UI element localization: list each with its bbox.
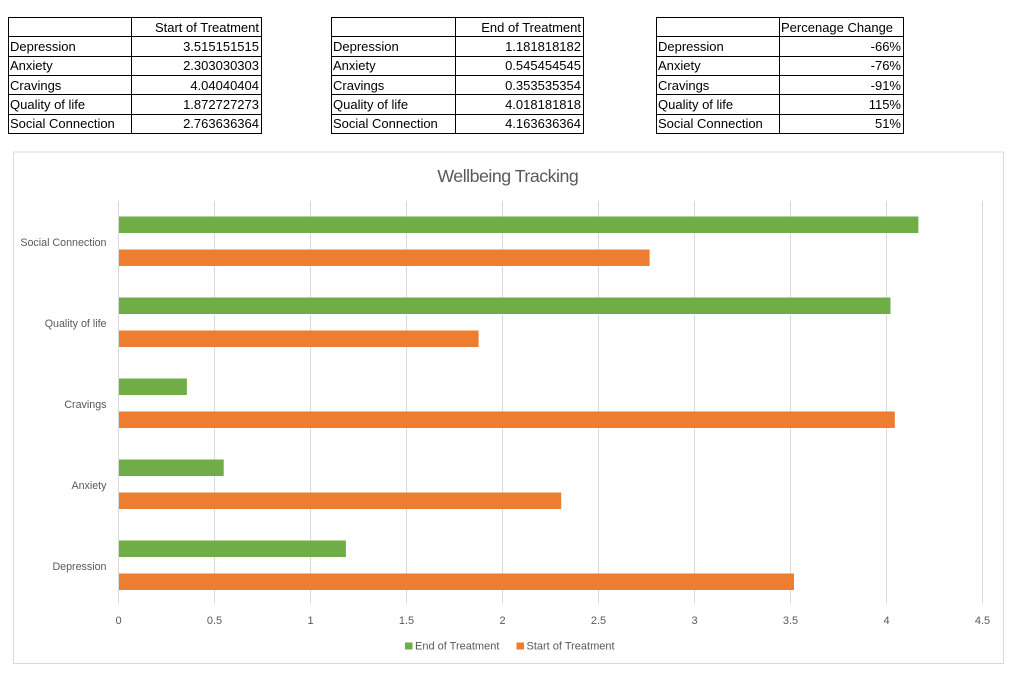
svg-text:Cravings: Cravings <box>64 399 106 411</box>
svg-text:Quality of life: Quality of life <box>45 318 107 330</box>
svg-text:0.5: 0.5 <box>207 615 222 627</box>
svg-text:2.5: 2.5 <box>591 615 606 627</box>
svg-text:4.5: 4.5 <box>975 615 990 627</box>
svg-text:Social Connection: Social Connection <box>20 237 106 249</box>
svg-text:3: 3 <box>691 615 697 627</box>
svg-text:Anxiety: Anxiety <box>71 480 107 492</box>
svg-text:4: 4 <box>883 615 889 627</box>
svg-text:End of Treatment: End of Treatment <box>415 640 499 652</box>
svg-text:Wellbeing Tracking: Wellbeing Tracking <box>437 166 578 186</box>
svg-text:3.5: 3.5 <box>783 615 798 627</box>
svg-text:2: 2 <box>499 615 505 627</box>
svg-text:Depression: Depression <box>52 561 106 573</box>
svg-text:1.5: 1.5 <box>399 615 414 627</box>
svg-text:Start of Treatment: Start of Treatment <box>527 640 615 652</box>
svg-text:1: 1 <box>307 615 313 627</box>
svg-text:0: 0 <box>115 615 121 627</box>
